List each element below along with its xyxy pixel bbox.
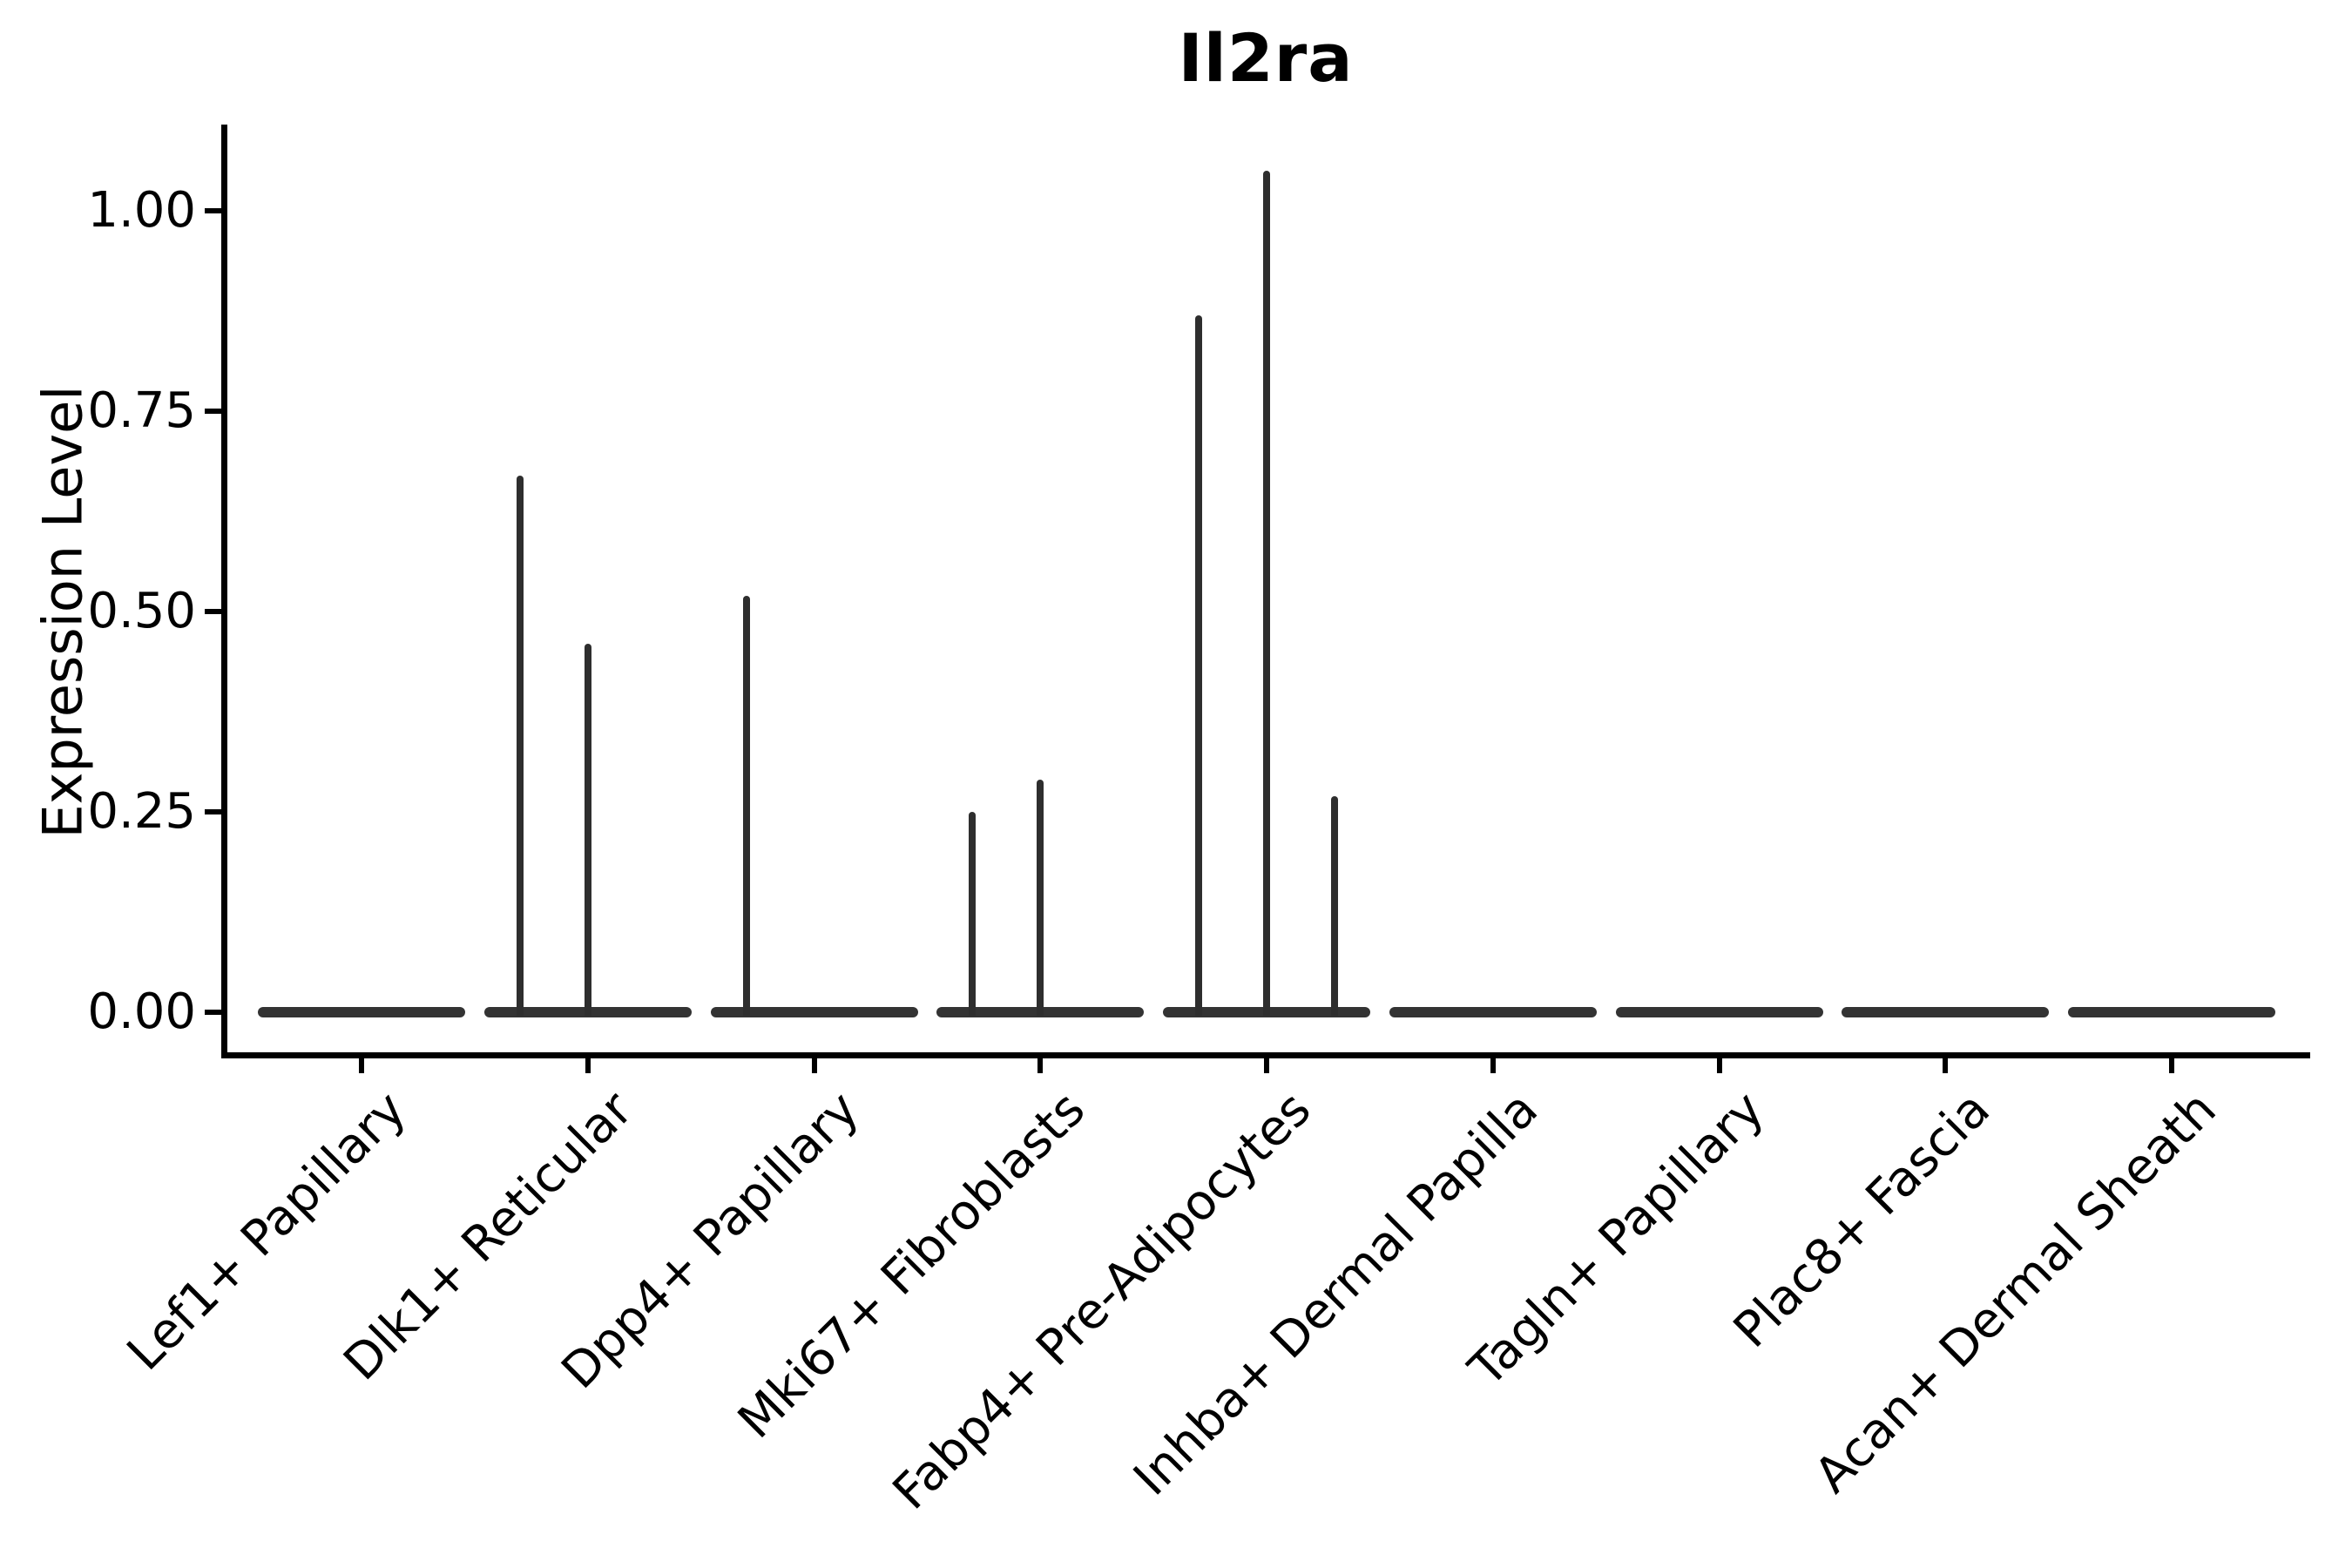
x-tick-label: Acan+ Dermal Sheath [1804,1080,2227,1504]
x-tick-label: Inhba+ Dermal Papilla [1122,1080,1549,1507]
violin-spike [584,643,591,1016]
y-tick-label: 0.50 [87,583,196,639]
x-tick-mark [359,1057,364,1073]
violin-baseline [1389,1007,1597,1017]
y-tick-label: 0.75 [87,382,196,439]
violin-spike [1195,314,1203,1016]
x-tick-mark [585,1057,591,1073]
y-tick-mark [205,809,221,814]
violin-spike [1263,171,1270,1016]
violin-baseline [1842,1007,2050,1017]
x-tick-mark [2169,1057,2174,1073]
y-tick-label: 0.00 [87,983,196,1040]
violin-baseline [1615,1007,1823,1017]
chart-title: Il2ra [1178,19,1354,97]
y-tick-mark [205,208,221,213]
x-tick-mark [1716,1057,1722,1073]
violin-baseline [258,1007,465,1017]
x-tick-label: Fabp4+ Pre-Adipocytes [882,1080,1322,1521]
violin-spike [1330,795,1338,1016]
violin-spike [516,475,524,1016]
y-tick-mark [205,1010,221,1015]
violin-spike [969,812,977,1016]
y-tick-label: 1.00 [87,182,196,239]
x-tick-mark [1037,1057,1044,1073]
x-axis-spine [221,1052,2310,1058]
x-tick-mark [1490,1057,1496,1073]
violin-spike [1037,780,1044,1016]
violin-baseline [2068,1007,2275,1017]
y-tick-label: 0.25 [87,783,196,840]
violin-spike [742,595,750,1016]
x-tick-mark [1943,1057,1949,1073]
violin-baseline [710,1007,918,1017]
y-tick-mark [205,409,221,414]
y-axis-spine [221,125,227,1058]
x-tick-mark [1264,1057,1269,1073]
y-tick-mark [205,609,221,614]
x-tick-mark [811,1057,817,1073]
